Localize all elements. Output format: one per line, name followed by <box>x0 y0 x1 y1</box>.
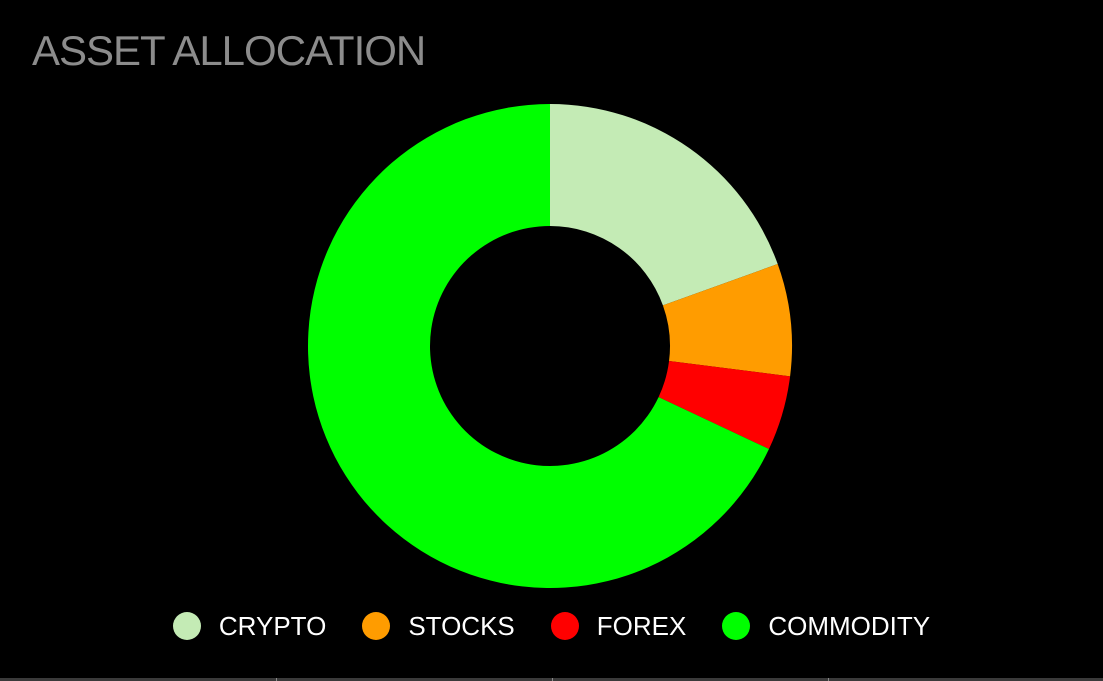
chart-title: ASSET ALLOCATION <box>32 27 426 74</box>
divider-tick <box>276 678 277 681</box>
chart-legend: CRYPTO STOCKS FOREX COMMODITY <box>0 608 1103 644</box>
donut-slice-stocks[interactable] <box>662 264 792 377</box>
donut-slice-crypto[interactable] <box>550 104 778 306</box>
bottom-divider <box>0 678 1103 681</box>
legend-dot-icon <box>722 612 751 640</box>
divider-tick <box>552 678 553 681</box>
legend-item-forex[interactable]: FOREX <box>550 610 687 642</box>
legend-dot-icon <box>550 612 579 640</box>
legend-label: STOCKS <box>408 610 515 641</box>
legend-label: FOREX <box>596 610 687 641</box>
legend-item-stocks[interactable]: STOCKS <box>362 610 515 642</box>
divider-tick <box>828 678 829 681</box>
legend-label: COMMODITY <box>768 610 931 641</box>
donut-slice-forex[interactable] <box>658 361 791 450</box>
legend-label: CRYPTO <box>218 610 327 641</box>
legend-item-commodity[interactable]: COMMODITY <box>722 611 930 642</box>
legend-dot-icon <box>362 612 391 640</box>
donut-slice-commodity[interactable] <box>307 104 769 589</box>
legend-item-crypto[interactable]: CRYPTO <box>172 610 327 642</box>
legend-dot-icon <box>172 612 201 640</box>
